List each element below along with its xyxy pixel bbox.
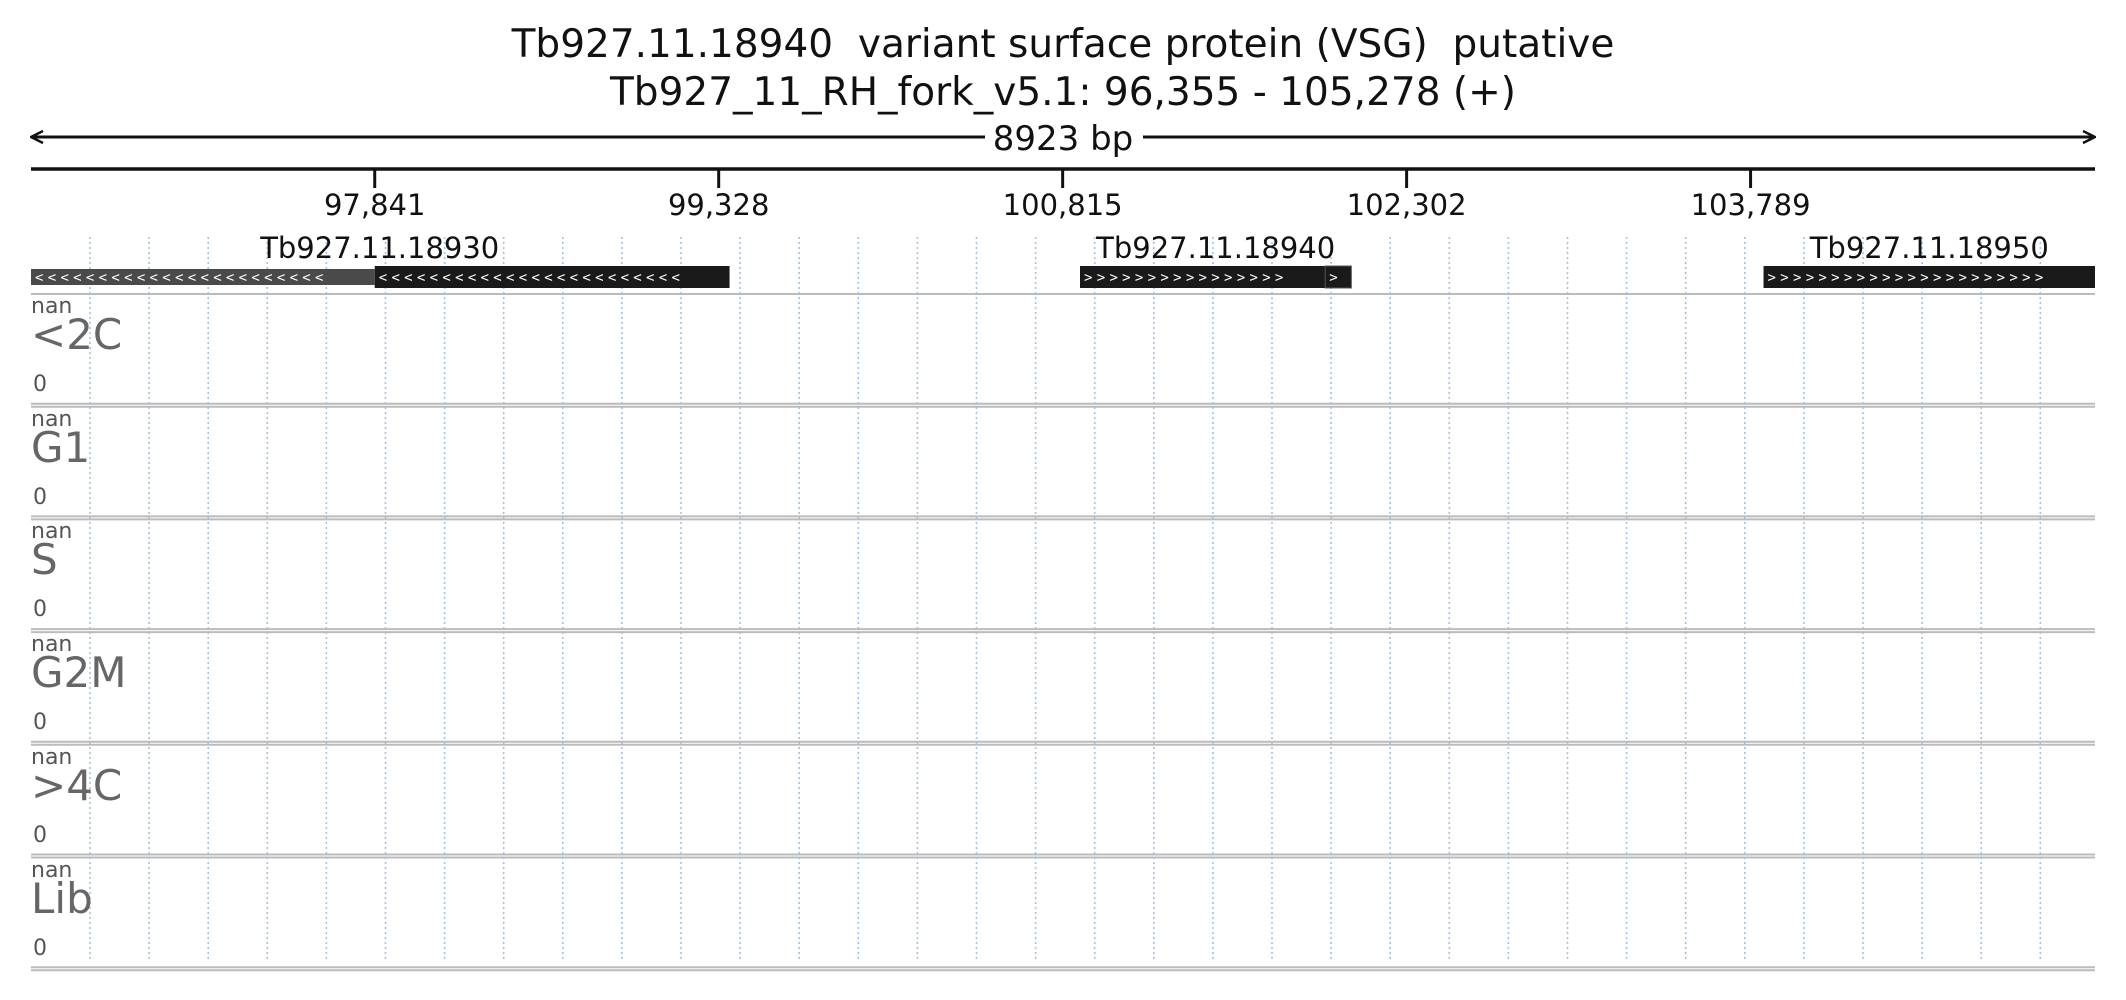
gene-feature: >>>>>>>>>>>>>>>> >Tb927.11.18940 (1080, 231, 1352, 289)
track-min-value: 0 (33, 597, 47, 623)
track-label: S (31, 535, 58, 585)
axis-tick-label: 97,841 (324, 188, 425, 222)
grid-layer (89, 237, 2042, 962)
track-borders (31, 293, 2095, 972)
axis-tick-label: 102,302 (1347, 188, 1467, 222)
gene-body (1080, 266, 1326, 288)
strand-chevrons: > (1329, 270, 1342, 286)
locus-subtitle: Tb927_11_RH_fork_v5.1: 96,355 - 105,278 … (609, 70, 1517, 115)
gene-body (374, 266, 730, 288)
span-indicator: 8923 bp (31, 119, 2095, 159)
axis-tick-label: 99,328 (668, 188, 769, 222)
strand-chevrons: <<<<<<<<<<<<<<<<<<<<<<<< (379, 270, 684, 286)
strand-chevrons: >>>>>>>>>>>>>>>>>>>>>> (1768, 270, 2048, 286)
track-max-value: nan (31, 632, 73, 658)
track-label: >4C (31, 760, 123, 810)
gene-label: Tb927.11.18950 (1809, 231, 2049, 265)
strand-chevrons: <<<<<<<<<<<<<<<<<<<<<<< (35, 270, 328, 286)
track-min-value: 0 (33, 710, 47, 736)
gene-label: Tb927.11.18930 (259, 231, 499, 265)
page-title: Tb927.11.18940 variant surface protein (… (511, 22, 1615, 67)
track-min-value: 0 (33, 484, 47, 510)
gene-label: Tb927.11.18940 (1095, 231, 1335, 265)
track-label: Lib (31, 873, 93, 923)
coordinate-axis: 97,841 99,328 100,815 102,302 103,789 (31, 167, 2095, 222)
track-min-value: 0 (33, 935, 47, 961)
track-min-value: 0 (33, 822, 47, 848)
gene-utr (31, 269, 375, 285)
track-max-value: nan (31, 744, 73, 770)
span-label: 8923 bp (993, 119, 1134, 159)
strand-chevrons: >>>>>>>>>>>>>>>> (1084, 270, 1288, 286)
gene-utr (1324, 265, 1352, 289)
track-max-value: nan (31, 406, 73, 432)
gene-feature: >>>>>>>>>>>>>>>>>>>>>> Tb927.11.18950 (1763, 231, 2095, 288)
track-label: G1 (31, 422, 91, 472)
axis-tick-label: 100,815 (1003, 188, 1123, 222)
track-min-value: 0 (33, 372, 47, 397)
gene-track: <<<<<<<<<<<<<<<<<<<<<<< <<<<<<<<<<<<<<<<<… (31, 231, 2095, 289)
track-max-value: nan (31, 294, 73, 319)
track-label: <2C (31, 310, 123, 359)
gene-feature: <<<<<<<<<<<<<<<<<<<<<<< <<<<<<<<<<<<<<<<<… (31, 231, 730, 288)
gene-body (1763, 266, 2095, 288)
axis-tick-label: 103,789 (1691, 188, 1811, 222)
track-label: G2M (31, 648, 127, 698)
track-max-value: nan (31, 857, 73, 883)
track-max-value: nan (31, 519, 73, 545)
